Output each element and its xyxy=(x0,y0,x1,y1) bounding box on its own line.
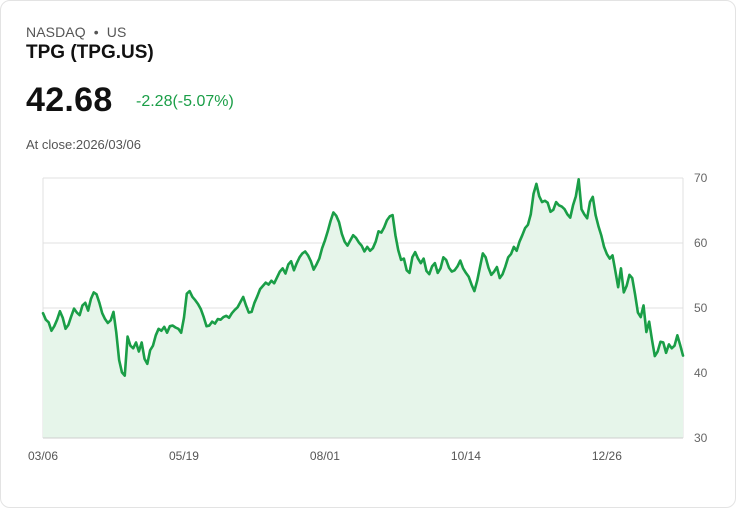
close-date: At close:2026/03/06 xyxy=(26,137,141,152)
x-tick-label: 03/06 xyxy=(28,449,58,463)
x-tick-label: 08/01 xyxy=(310,449,340,463)
x-tick-label: 05/19 xyxy=(169,449,199,463)
exchange-line: NASDAQ • US xyxy=(26,24,126,40)
region-label: US xyxy=(106,24,127,40)
separator-dot: • xyxy=(93,24,99,40)
ticker-title: TPG (TPG.US) xyxy=(26,42,154,63)
x-axis-labels: 03/06 05/19 08/01 10/14 12/26 xyxy=(28,449,622,463)
y-axis-labels: 70 60 50 40 30 xyxy=(694,171,708,445)
price-line xyxy=(41,178,685,377)
price-area-fill xyxy=(43,179,683,439)
y-tick-label: 40 xyxy=(694,366,708,380)
x-tick-label: 12/26 xyxy=(592,449,622,463)
exchange-name: NASDAQ xyxy=(26,24,86,40)
x-tick-label: 10/14 xyxy=(451,449,481,463)
y-tick-label: 50 xyxy=(694,301,708,315)
y-tick-label: 70 xyxy=(694,171,708,185)
y-tick-label: 60 xyxy=(694,236,708,250)
y-tick-label: 30 xyxy=(694,431,708,445)
price-change: -2.28(-5.07%) xyxy=(136,93,234,110)
last-price: 42.68 xyxy=(26,81,113,119)
